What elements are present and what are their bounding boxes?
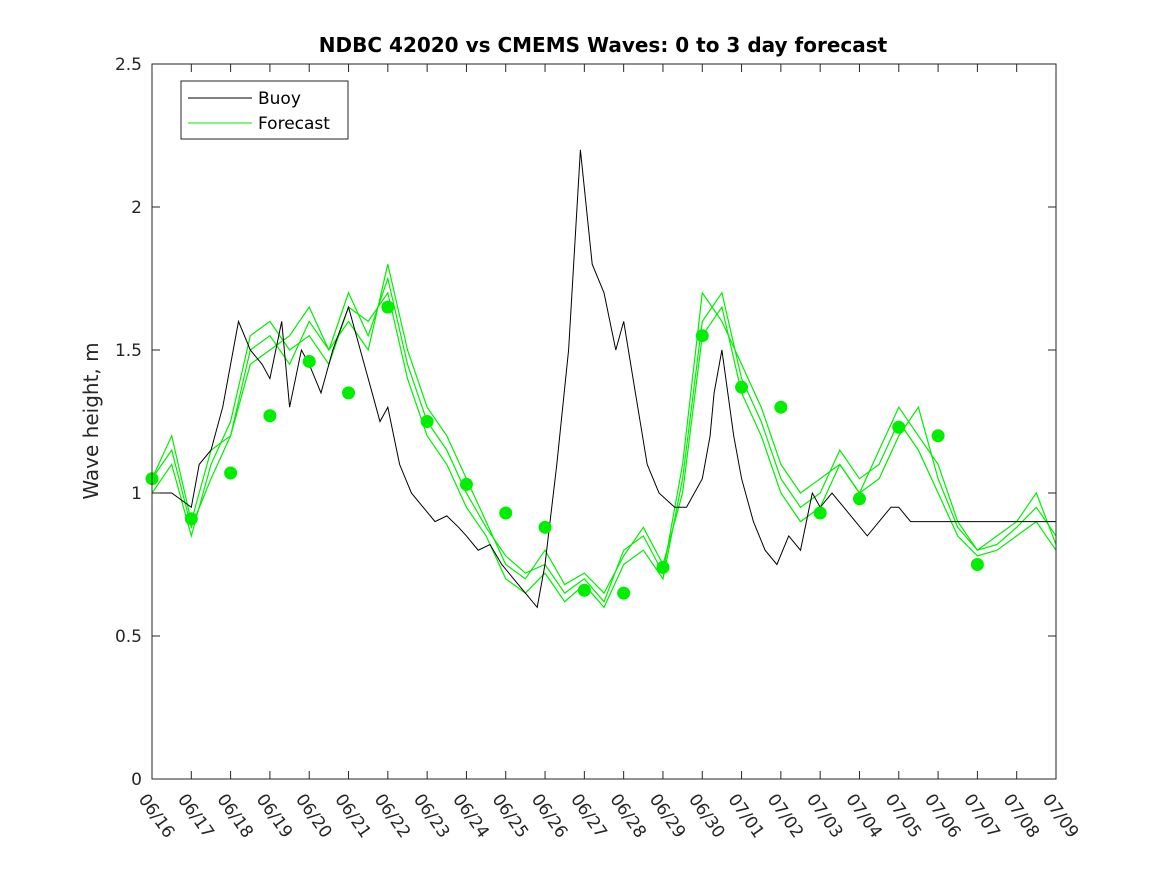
y-tick-label: 0.5: [115, 627, 142, 647]
forecast-line: [152, 291, 1056, 609]
forecast-line: [152, 276, 1056, 603]
forecast-marker: [302, 354, 316, 368]
forecast-marker: [617, 586, 631, 600]
y-axis: 0 0.5 1 1.5 2 2.5: [115, 55, 1056, 790]
forecast-line: [152, 264, 1056, 595]
forecast-marker: [224, 466, 238, 480]
forecast-marker: [184, 512, 198, 526]
forecast-marker: [695, 329, 709, 343]
forecast-marker: [577, 583, 591, 597]
forecast-marker: [263, 409, 277, 423]
forecast-marker: [381, 300, 395, 314]
forecast-marker: [852, 492, 866, 506]
plot-area: [152, 64, 1056, 779]
y-tick-label: 1: [131, 484, 142, 504]
forecast-marker: [499, 506, 513, 520]
y-tick-label: 0: [131, 770, 142, 790]
buoy-line: [152, 149, 1056, 609]
legend: Buoy Forecast: [180, 80, 349, 140]
forecast-marker: [774, 400, 788, 414]
forecast-marker: [538, 520, 552, 534]
legend-buoy-label: Buoy: [258, 89, 301, 109]
forecast-marker: [342, 386, 356, 400]
series-layer: [152, 149, 1056, 609]
forecast-marker: [420, 415, 434, 428]
daily-markers: [145, 300, 984, 600]
forecast-marker: [813, 506, 827, 520]
forecast-marker: [931, 429, 945, 443]
forecast-marker: [970, 558, 984, 571]
legend-box: [180, 80, 349, 140]
y-tick-label: 2.5: [115, 55, 142, 75]
forecast-marker: [892, 420, 906, 434]
forecast-marker: [459, 477, 473, 491]
chart-title: NDBC 42020 vs CMEMS Waves: 0 to 3 day fo…: [319, 33, 888, 57]
forecast-marker: [656, 560, 670, 574]
legend-forecast-label: Forecast: [258, 114, 330, 134]
y-axis-label: Wave height, m: [79, 342, 103, 499]
axes-box: [151, 63, 1057, 780]
y-tick-label: 1.5: [115, 341, 142, 361]
y-tick-label: 2: [131, 198, 142, 218]
forecast-marker: [735, 380, 749, 394]
